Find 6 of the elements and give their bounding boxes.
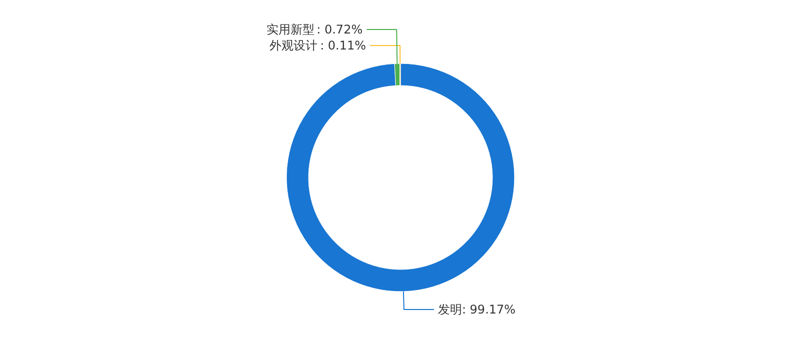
slice-label: 实用新型 [266, 22, 314, 36]
slice-label: 外观设计 [270, 38, 318, 52]
data-label: : 99.17% [462, 302, 516, 316]
data-label: : 0.72% [316, 22, 363, 36]
slice-label: 发明 [438, 302, 462, 316]
data-label: : 0.11% [320, 38, 366, 52]
